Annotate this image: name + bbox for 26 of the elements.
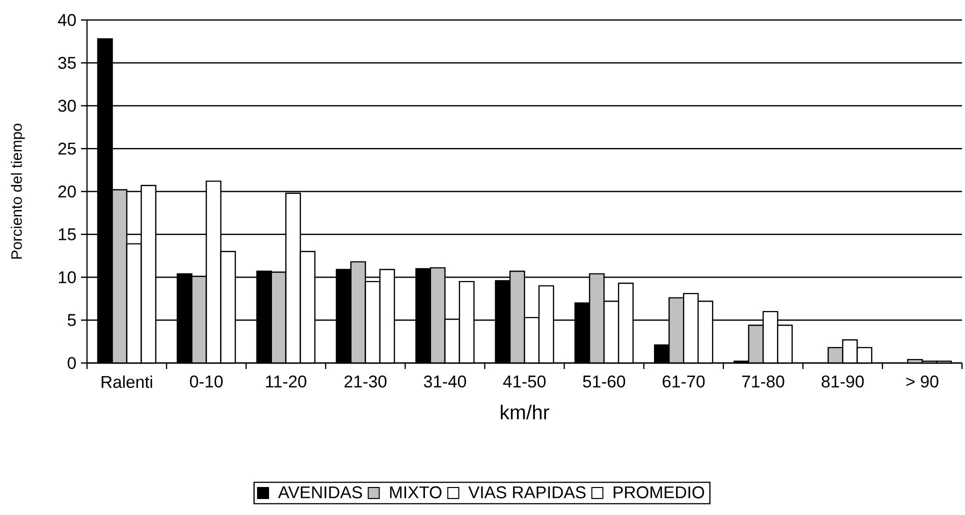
x-tick-label: 81-90 — [822, 376, 864, 388]
legend-label: VIAS RAPIDAS — [468, 486, 586, 498]
x-tick-label: > 90 — [906, 376, 938, 388]
x-axis-title: km/hr — [500, 404, 550, 420]
y-tick-label: 15 — [58, 228, 76, 240]
y-tick-label: 35 — [58, 56, 76, 69]
y-tick-label: 5 — [68, 314, 76, 326]
x-tick-label: Ralenti — [102, 376, 152, 388]
y-tick-label: 20 — [58, 185, 76, 198]
x-tick-label: 31-40 — [424, 376, 466, 388]
legend-label: MIXTO — [390, 486, 442, 498]
y-tick-label: 30 — [58, 100, 76, 112]
x-tick-label: 0-10 — [190, 376, 223, 388]
x-tick-label: 11-20 — [266, 376, 306, 388]
y-axis-title: Porciento del tiempo — [10, 124, 25, 259]
x-tick-label: 71-80 — [742, 376, 784, 388]
x-tick-label: 21-30 — [344, 376, 386, 388]
y-tick-label: 0 — [68, 356, 76, 370]
legend-label: PROMEDIO — [614, 486, 704, 498]
legend-label: AVENIDAS — [278, 486, 362, 498]
x-tick-label: 41-50 — [503, 376, 546, 388]
x-tick-label: 61-70 — [662, 376, 705, 388]
y-tick-label: 40 — [58, 14, 76, 26]
y-tick-label: 10 — [58, 271, 76, 284]
y-tick-label: 25 — [58, 142, 76, 155]
x-tick-label: 51-60 — [583, 376, 626, 388]
